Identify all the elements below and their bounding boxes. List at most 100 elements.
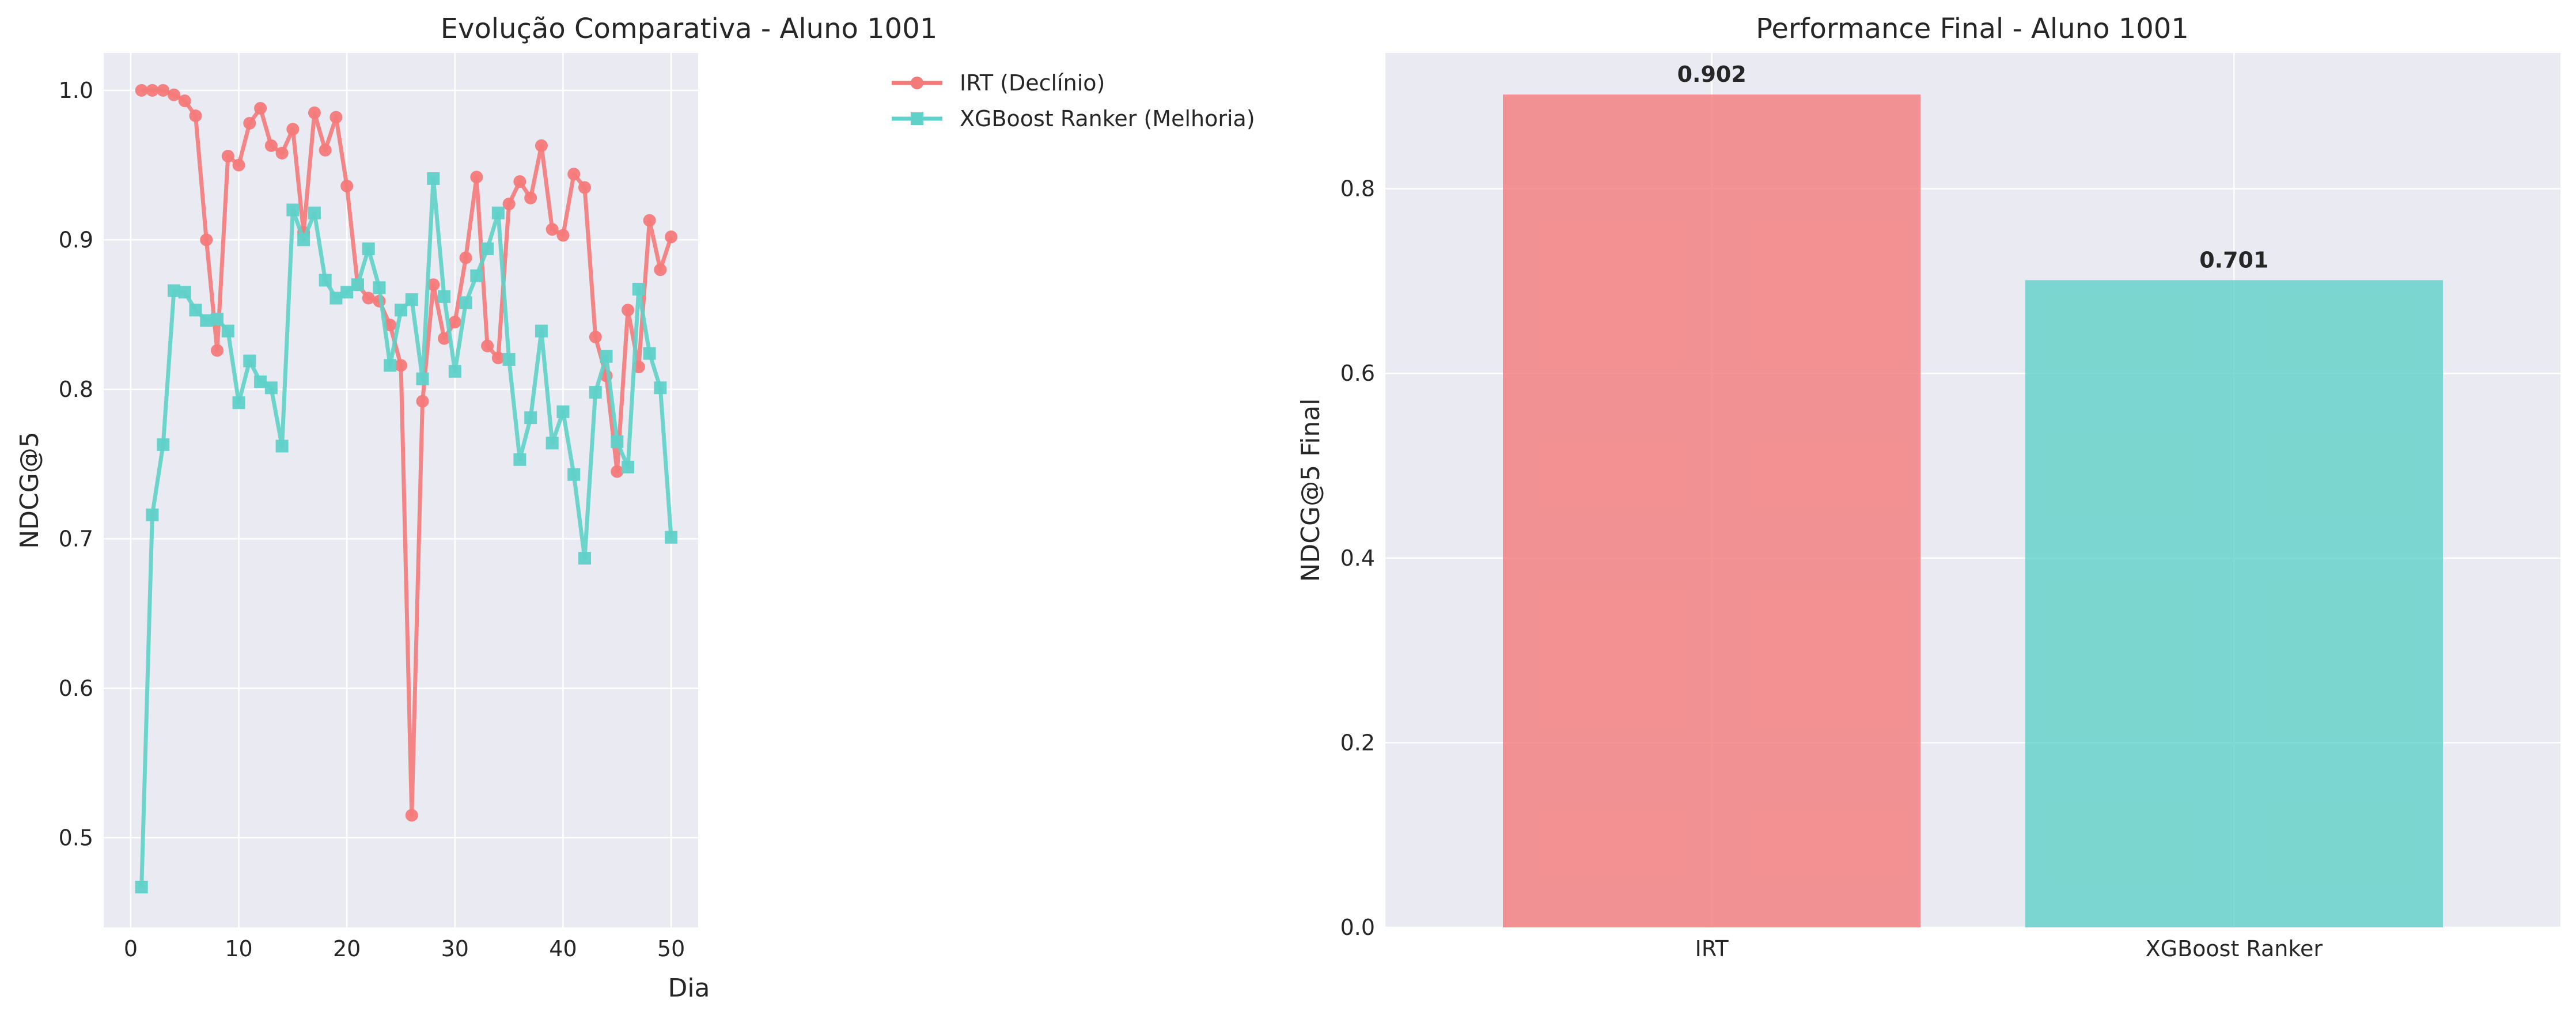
point-irt bbox=[556, 229, 570, 242]
point-irt bbox=[535, 139, 548, 152]
point-xgboost bbox=[157, 438, 170, 451]
line-grid bbox=[104, 53, 698, 927]
point-irt bbox=[513, 175, 526, 188]
point-xgboost bbox=[351, 278, 364, 291]
point-xgboost bbox=[308, 206, 321, 219]
bar-chart-panel: 0.902 0.701 0.0 0.2 0.4 0.6 0.8 IRT XGBoost Ra… bbox=[1296, 13, 2560, 961]
point-irt bbox=[200, 233, 213, 247]
line-y-ticks: 0.5 0.6 0.7 0.8 0.9 1.0 bbox=[59, 78, 93, 850]
point-irt bbox=[416, 395, 429, 408]
point-irt bbox=[654, 263, 667, 276]
bar-y-ticks: 0.0 0.2 0.4 0.6 0.8 bbox=[1340, 176, 1375, 940]
line-y-axis-label: NDCG@5 bbox=[15, 431, 44, 549]
bar-y-axis-label: NDCG@5 Final bbox=[1296, 399, 1325, 582]
point-xgboost bbox=[643, 347, 656, 360]
point-xgboost bbox=[275, 440, 289, 453]
bar-chart-title: Performance Final - Aluno 1001 bbox=[1756, 13, 2189, 45]
point-irt bbox=[665, 230, 678, 244]
point-xgboost bbox=[395, 304, 407, 317]
line-y-tick-label: 0.5 bbox=[59, 825, 93, 850]
point-irt bbox=[264, 139, 278, 152]
point-irt bbox=[622, 304, 635, 317]
point-irt bbox=[221, 150, 234, 163]
point-xgboost bbox=[611, 435, 624, 448]
point-xgboost bbox=[448, 365, 461, 378]
line-chart-panel: 0.5 0.6 0.7 0.8 0.9 1.0 0 10 20 30 40 50 Evolução … bbox=[15, 13, 1255, 1003]
point-xgboost bbox=[470, 269, 483, 282]
point-xgboost bbox=[632, 282, 645, 296]
point-xgboost bbox=[373, 281, 386, 294]
line-x-axis-label: Dia bbox=[668, 973, 710, 1003]
bar-y-tick-label: 0.4 bbox=[1340, 546, 1375, 571]
point-irt bbox=[243, 116, 256, 130]
line-y-tick-label: 0.8 bbox=[59, 377, 93, 402]
line-chart-title: Evolução Comparativa - Aluno 1001 bbox=[441, 13, 938, 45]
point-xgboost bbox=[286, 203, 300, 217]
point-irt bbox=[319, 143, 332, 157]
line-x-tick-label: 50 bbox=[657, 936, 685, 961]
bar-x-ticks: IRT XGBoost Ranker bbox=[1695, 936, 2323, 961]
point-xgboost bbox=[135, 880, 148, 893]
point-irt bbox=[189, 109, 202, 122]
point-irt bbox=[589, 331, 602, 344]
bar-series-group: 0.902 0.701 bbox=[1503, 62, 2443, 927]
point-xgboost bbox=[189, 304, 202, 317]
line-x-ticks: 0 10 20 30 40 50 bbox=[124, 936, 685, 961]
point-xgboost bbox=[416, 372, 429, 385]
point-xgboost bbox=[254, 375, 267, 388]
point-irt bbox=[340, 179, 354, 192]
point-irt bbox=[135, 84, 148, 97]
point-irt bbox=[567, 168, 581, 181]
point-xgboost bbox=[232, 396, 245, 410]
point-xgboost bbox=[319, 274, 332, 287]
point-irt bbox=[232, 158, 245, 172]
point-xgboost bbox=[243, 354, 256, 368]
point-xgboost bbox=[524, 411, 537, 425]
point-irt bbox=[405, 809, 418, 822]
point-irt bbox=[395, 359, 407, 372]
bar-x-tick-label-irt: IRT bbox=[1695, 936, 1729, 961]
point-irt bbox=[578, 181, 591, 194]
point-xgboost bbox=[513, 453, 526, 466]
point-irt bbox=[308, 106, 321, 119]
bar-xgboost bbox=[2025, 280, 2443, 927]
legend-label-xgboost: XGBoost Ranker (Melhoria) bbox=[960, 106, 1255, 131]
point-xgboost bbox=[600, 350, 613, 363]
point-xgboost bbox=[340, 286, 354, 299]
line-series-group bbox=[135, 84, 678, 893]
point-irt bbox=[448, 316, 461, 329]
point-xgboost bbox=[297, 233, 310, 247]
point-xgboost bbox=[578, 552, 591, 565]
line-x-tick-label: 0 bbox=[124, 936, 138, 961]
bar-x-tick-label-xgboost: XGBoost Ranker bbox=[2146, 936, 2323, 961]
bar-y-tick-label: 0.6 bbox=[1340, 361, 1375, 386]
legend-marker-xgboost bbox=[911, 112, 923, 125]
point-xgboost bbox=[178, 286, 191, 299]
point-irt bbox=[329, 111, 343, 124]
point-xgboost bbox=[211, 312, 224, 325]
point-irt bbox=[427, 278, 440, 291]
point-irt bbox=[211, 344, 224, 357]
bar-y-tick-label: 0.8 bbox=[1340, 176, 1375, 202]
legend-marker-irt bbox=[911, 77, 923, 89]
line-x-tick-label: 10 bbox=[225, 936, 252, 961]
point-xgboost bbox=[200, 314, 213, 327]
bar-y-tick-label: 0.2 bbox=[1340, 730, 1375, 755]
point-irt bbox=[157, 84, 170, 97]
point-xgboost bbox=[438, 290, 451, 303]
point-irt bbox=[643, 214, 656, 227]
point-xgboost bbox=[502, 353, 516, 366]
point-xgboost bbox=[362, 242, 375, 255]
point-irt bbox=[286, 123, 300, 136]
point-irt bbox=[545, 223, 559, 236]
line-x-tick-label: 40 bbox=[549, 936, 577, 961]
point-irt bbox=[502, 198, 516, 211]
line-y-tick-label: 0.6 bbox=[59, 676, 93, 701]
point-xgboost bbox=[491, 206, 505, 219]
point-irt bbox=[254, 102, 267, 115]
point-irt bbox=[275, 146, 289, 160]
point-xgboost bbox=[264, 381, 278, 395]
bar-value-label-xgboost: 0.701 bbox=[2199, 247, 2268, 272]
point-irt bbox=[481, 339, 494, 353]
